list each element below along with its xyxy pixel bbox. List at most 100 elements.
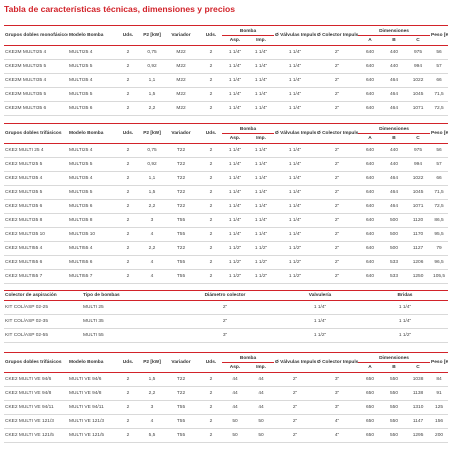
table-cell: T22 xyxy=(162,199,200,214)
table-cell: 464 xyxy=(382,101,407,116)
col-imp: Imp. xyxy=(256,135,266,141)
table-cell: 1 1/4" xyxy=(274,185,317,200)
table-cell: 2 xyxy=(114,157,142,172)
table-cell: CKE2 MULTI VE 94/11 xyxy=(4,400,68,415)
table-cell: 3 xyxy=(142,400,162,415)
table-cell: 105,5 xyxy=(430,269,449,284)
col-valvulas: Ø Válvulas Impulsión xyxy=(275,130,317,136)
col-asp: Asp. xyxy=(229,364,241,370)
table-cell: 640 xyxy=(358,171,383,186)
table-cell: MULTI35 4 xyxy=(68,171,114,186)
table-cell: CKE2M MULTI35 4 xyxy=(4,73,68,88)
table-cell: MULTI25 5 xyxy=(68,157,114,172)
table-cell: 1 1/4" xyxy=(222,59,248,74)
table-cell: MULTI55 4 xyxy=(68,241,114,256)
table-cell: 95,5 xyxy=(430,227,449,242)
table-cell: 1127 xyxy=(406,241,431,256)
table-row: KIT COL/ASP 02-25 MULTI 25 2" 1 1/4" 1 1/4" xyxy=(4,300,448,315)
table-cell: 2 xyxy=(200,73,222,88)
table-cell: 640 xyxy=(358,199,383,214)
table-cell: 2,2 xyxy=(142,199,162,214)
col-diametro: Diámetro colector xyxy=(204,292,246,298)
table-cell: 2 xyxy=(200,143,222,158)
col-grupos: Grupos dobles monofásicos xyxy=(5,32,68,38)
table-cell: 2 xyxy=(200,227,222,242)
table-cell: 1,5 xyxy=(142,87,162,102)
table-cell: 56 xyxy=(430,45,449,60)
table-cell: 57 xyxy=(430,59,449,74)
table-cell: 1 1/4" xyxy=(222,227,248,242)
table-cell: 1 1/4" xyxy=(274,213,317,228)
table-cell: 1 1/4" xyxy=(274,227,317,242)
table-cell: 2 xyxy=(114,59,142,74)
table-cell: 2 xyxy=(114,400,142,415)
table-cell: 72,5 xyxy=(430,101,449,116)
table-cell: 1 1/2" xyxy=(274,241,317,256)
table-cell: MULTI VE 121/5 xyxy=(68,428,114,443)
table-cell: 1022 xyxy=(406,171,431,186)
col-b: B xyxy=(392,37,396,43)
table-cell: 1 1/4" xyxy=(248,213,275,228)
table-cell: 640 xyxy=(358,45,383,60)
col-a: A xyxy=(368,37,372,43)
col-uds: Uds. xyxy=(122,359,134,365)
table-cell: 2 xyxy=(114,241,142,256)
table-row: CKE2 MULTI25 5 MULTI25 5 2 0,92 T22 2 1 1/4" 1 … xyxy=(4,157,449,172)
table-cell: 1 1/4" xyxy=(248,143,275,158)
table-row: KIT COL/ASP 02-55 MULTI 55 3" 1 1/2" 1 1/2" xyxy=(4,328,448,343)
table-cell: MULTI VE 94/11 xyxy=(68,400,114,415)
col-asp: Asp. xyxy=(229,135,241,141)
table-cell: 1 1/4" xyxy=(248,73,275,88)
table-row: CKE2 MULTI VE 94/11 MULTI VE 94/11 2 3 T55 2 4… xyxy=(4,400,449,415)
table-cell: 2" xyxy=(274,414,317,429)
table-cell: 550 xyxy=(382,400,407,415)
table-cell: 1 1/2" xyxy=(362,328,448,343)
col-a: A xyxy=(368,135,372,141)
table-cell: 2" xyxy=(316,213,359,228)
table-cell: MULTI35 6 xyxy=(68,101,114,116)
table-row: CKE2 MULTI 25 4 MULTI25 4 2 0,75 T22 2 1 1/4" 1… xyxy=(4,143,449,158)
col-uds2: Uds. xyxy=(205,32,217,38)
table-cell: 1 1/4" xyxy=(274,171,317,186)
table-cell: 2 xyxy=(200,45,222,60)
table-cell: 1 1/4" xyxy=(222,199,248,214)
table-cell: 2" xyxy=(274,400,317,415)
table-cell: MULTI35 6 xyxy=(68,199,114,214)
table-cell: CKE2 MULTI VE 121/5 xyxy=(4,428,68,443)
col-modelo: Modelo Bomba xyxy=(69,359,104,365)
table-cell: 4" xyxy=(316,428,359,443)
table-cell: 125 xyxy=(430,400,449,415)
table-cell: CKE2 MULTI VE 94/8 xyxy=(4,386,68,401)
col-bomba: Bomba xyxy=(222,123,275,134)
table-cell: 0,92 xyxy=(142,157,162,172)
table-cell: 71,5 xyxy=(430,87,449,102)
table-cell: 4 xyxy=(142,227,162,242)
table-cell: 0,75 xyxy=(142,45,162,60)
table-cell: 79 xyxy=(430,241,449,256)
col-uds: Uds. xyxy=(122,130,134,136)
table-cell: T55 xyxy=(162,428,200,443)
col-modelo: Modelo Bomba xyxy=(69,32,104,38)
table-cell: 3" xyxy=(316,400,359,415)
table-row: CKE2M MULTI35 5 MULTI35 5 2 1,5 M22 2 1 1/4" 1 … xyxy=(4,87,449,102)
table-cell: 1295 xyxy=(406,428,431,443)
table-cell: 2 xyxy=(200,428,222,443)
table-cell: 156 xyxy=(430,414,449,429)
table-row: CKE2 MULTI35 10 MULTI35 10 2 4 T55 2 1 1/4" 1 1… xyxy=(4,227,449,242)
table-cell: 2 xyxy=(114,185,142,200)
table-cell: 44 xyxy=(222,400,248,415)
col-colector-aspiracion: Colector de aspiración xyxy=(5,292,57,298)
table-cell: 2 xyxy=(114,73,142,88)
table-cell: M22 xyxy=(162,59,200,74)
table-cell: 650 xyxy=(358,400,383,415)
table-cell: 1 1/4" xyxy=(274,157,317,172)
table-cell: 44 xyxy=(248,372,275,387)
col-asp: Asp. xyxy=(229,37,241,43)
table-row: CKE2 MULTI35 6 MULTI35 6 2 2,2 T22 2 1 1/4" 1 1… xyxy=(4,199,449,214)
table-row: CKE2 MULTI VE 94/8 MULTI VE 94/8 2 2,2 T22 2 4… xyxy=(4,386,449,401)
table-cell: 1 1/4" xyxy=(274,87,317,102)
table-row: CKE2 MULTI55 4 MULTI55 4 2 2,2 T22 2 1 1/2" 1 1… xyxy=(4,241,449,256)
table-cell: CKE2 MULTI55 6 xyxy=(4,255,68,270)
col-valvulas: Ø Válvulas Impulsión xyxy=(275,32,317,38)
